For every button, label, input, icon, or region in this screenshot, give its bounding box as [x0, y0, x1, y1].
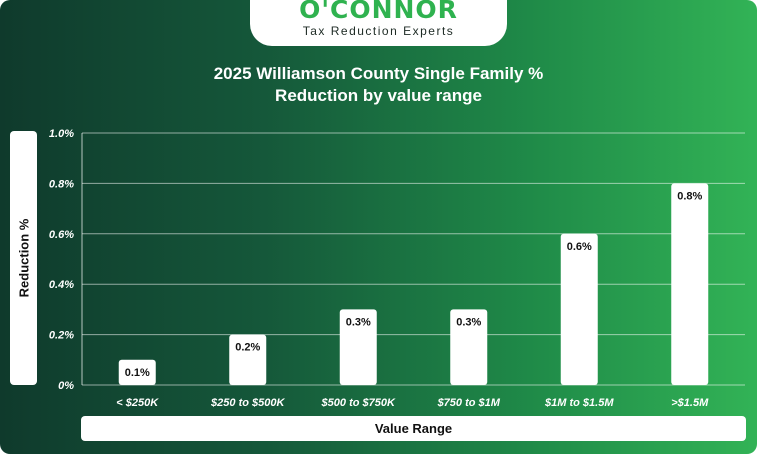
- x-axis-label: Value Range: [81, 416, 746, 441]
- chart-title-line-2: Reduction by value range: [275, 86, 482, 105]
- y-tick-label: 1.0%: [49, 128, 74, 140]
- bar: [671, 183, 709, 385]
- y-tick-label: 0.6%: [49, 229, 74, 241]
- y-tick-label: 0.8%: [49, 178, 74, 190]
- x-tick-label: >$1.5M: [671, 397, 709, 409]
- chart-title-line-1: 2025 Williamson County Single Family %: [213, 64, 544, 83]
- data-label: 0.3%: [456, 316, 481, 328]
- bar: [560, 233, 598, 385]
- bar: [450, 309, 488, 385]
- x-tick-label: $250 to $500K: [210, 397, 285, 409]
- data-label: 0.6%: [567, 241, 592, 253]
- brand-logo: O'CONNOR Tax Reduction Experts: [250, 0, 507, 46]
- y-tick-label: 0.2%: [49, 330, 74, 342]
- y-axis-label-box: [10, 131, 37, 385]
- data-label: 0.8%: [677, 190, 702, 202]
- chart-title: 2025 Williamson County Single Family % R…: [0, 63, 757, 107]
- data-label: 0.1%: [125, 367, 150, 379]
- brand-tagline: Tax Reduction Experts: [302, 24, 455, 38]
- data-label: 0.3%: [346, 316, 371, 328]
- y-tick-label: 0%: [58, 380, 74, 392]
- y-tick-label: 0.4%: [49, 279, 74, 291]
- x-tick-label: $500 to $750K: [321, 397, 396, 409]
- bar: [118, 359, 156, 385]
- x-tick-label: $750 to $1M: [437, 397, 501, 409]
- x-tick-label: < $250K: [116, 397, 159, 409]
- brand-name: O'CONNOR: [299, 0, 458, 24]
- bar: [229, 334, 267, 385]
- data-label: 0.2%: [235, 342, 260, 354]
- x-tick-label: $1M to $1.5M: [544, 397, 614, 409]
- bar: [339, 309, 377, 385]
